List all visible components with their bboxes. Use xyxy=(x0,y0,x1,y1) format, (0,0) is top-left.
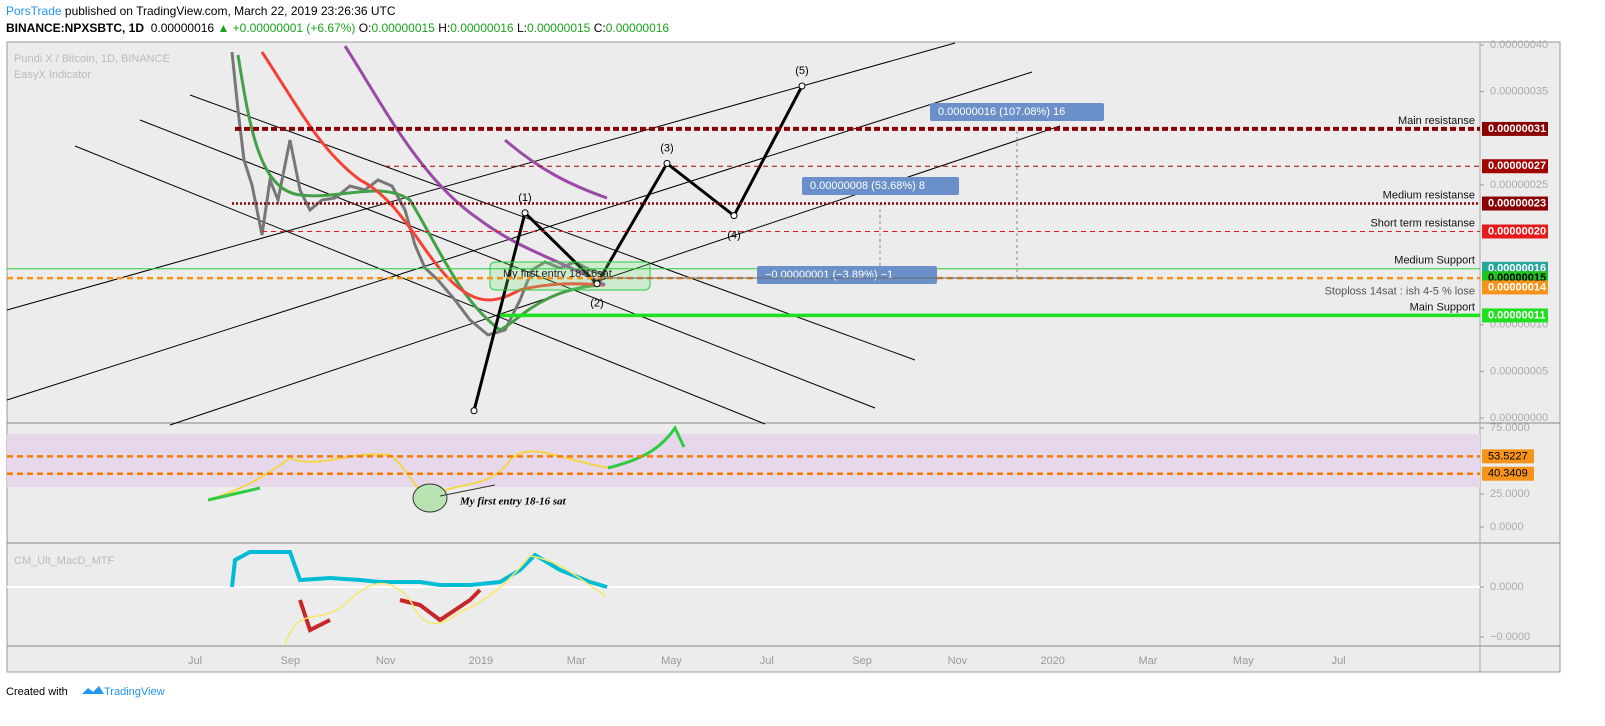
wave-point xyxy=(521,209,529,217)
c-label: C: xyxy=(593,21,606,35)
header-line-2: BINANCE:NPXSBTC, 1D 0.00000016 ▲ +0.0000… xyxy=(6,21,669,35)
level-tag-label: 0.00000011 xyxy=(1488,309,1546,321)
wave-point xyxy=(730,212,738,220)
wave-label: (3) xyxy=(660,142,673,154)
wave-point xyxy=(470,407,478,415)
x-tick-label: Mar xyxy=(567,655,586,667)
x-tick-label: 2019 xyxy=(469,655,493,667)
wave-label: (5) xyxy=(795,65,808,77)
background xyxy=(6,41,1561,673)
measure-label: −0.00000001 (−3.89%) −1 xyxy=(765,269,893,281)
symbol: BINANCE:NPXSBTC, 1D xyxy=(6,21,145,35)
level-name: Short term resistanse xyxy=(1370,217,1475,229)
ema-mid xyxy=(260,51,606,302)
rsi-highlight xyxy=(412,483,448,513)
rsi-level-tag xyxy=(1482,449,1534,464)
macd-histogram-neg xyxy=(298,588,482,633)
level-tag xyxy=(1482,308,1548,323)
measure-label: 0.00000016 (107.08%) 16 xyxy=(938,106,1065,118)
ema-fast xyxy=(236,54,601,332)
level-name: Medium resistanse xyxy=(1383,189,1475,201)
measure-box xyxy=(930,103,1104,121)
x-tick-label: Nov xyxy=(376,655,396,667)
level-name: Stoploss 14sat : ish 4-5 % lose xyxy=(1325,285,1475,297)
macd-title: CM_Ult_MacD_MTF xyxy=(14,555,115,567)
rsi-band xyxy=(7,434,1480,487)
rsi-tick-label: 25.0000 xyxy=(1490,488,1530,500)
level-tag xyxy=(1482,159,1548,174)
open: 0.00000015 xyxy=(371,21,435,35)
wave-point xyxy=(593,280,601,288)
level-name: Medium Support xyxy=(1394,255,1475,267)
price: 0.00000016 xyxy=(150,21,215,35)
rsi-annotation-arrow xyxy=(439,484,496,497)
macd-tick-label: 0.0000 xyxy=(1490,581,1524,593)
x-tick-label: 2020 xyxy=(1040,655,1064,667)
rsi-annotation: My first entry 18-16 sat xyxy=(459,496,567,508)
measure-label: 0.00000008 (53.68%) 8 xyxy=(810,180,925,192)
level-name: Main resistanse xyxy=(1398,115,1475,127)
x-tick-label: Sep xyxy=(281,655,301,667)
measure-box xyxy=(802,177,959,195)
low: 0.00000015 xyxy=(526,21,591,35)
high: 0.00000016 xyxy=(450,21,514,35)
h-label: H: xyxy=(438,21,451,35)
wave-label: (1) xyxy=(518,192,531,204)
rsi-projection xyxy=(207,424,686,502)
level-name: Main Support xyxy=(1410,301,1475,313)
rsi-level-tag xyxy=(1482,466,1534,481)
measure-box xyxy=(757,266,937,284)
header-line-1: PorsTrade published on TradingView.com, … xyxy=(6,4,396,18)
pane-subtitle: EasyX Indicator xyxy=(14,69,91,81)
price-candles xyxy=(230,51,606,337)
level-tag-label: 0.00000031 xyxy=(1488,123,1546,135)
level-tag-label: 0.00000023 xyxy=(1488,197,1546,209)
x-tick-label: Nov xyxy=(948,655,968,667)
pane-title: Pundi X / Bitcoin, 1D, BINANCE xyxy=(14,53,170,65)
x-tick-label: Jul xyxy=(1332,655,1346,667)
level-tag xyxy=(1482,224,1548,239)
macd-signal xyxy=(284,555,607,646)
x-tick-label: Jul xyxy=(188,655,202,667)
x-tick-label: May xyxy=(1233,655,1254,667)
x-tick-label: May xyxy=(661,655,682,667)
level-tag-label: 0.00000020 xyxy=(1488,225,1546,237)
author[interactable]: PorsTrade xyxy=(6,4,62,18)
wave-label: (2) xyxy=(590,298,603,310)
level-tag-label: 0.00000027 xyxy=(1488,160,1546,172)
o-label: O: xyxy=(358,21,372,35)
wave-point xyxy=(663,159,671,167)
close: 0.00000016 xyxy=(605,21,670,35)
y-tick-label: 0.00000005 xyxy=(1490,365,1548,377)
wave-point xyxy=(798,82,806,90)
l-label: L: xyxy=(516,21,527,35)
level-tag xyxy=(1482,280,1548,295)
macd-histogram xyxy=(230,550,608,589)
y-tick-label: 0.00000025 xyxy=(1490,179,1548,191)
rsi-level-label: 53.5227 xyxy=(1488,450,1528,462)
rsi-tick-label: 75.0000 xyxy=(1490,422,1530,434)
footer-logo xyxy=(82,686,104,694)
footer-text: Created with xyxy=(6,686,68,698)
y-tick-label: 0.00000040 xyxy=(1490,39,1548,51)
macd-tick-label: −0.0000 xyxy=(1490,631,1530,643)
wave-line xyxy=(472,85,804,412)
footer-brand[interactable]: TradingView xyxy=(104,686,165,698)
level-tag-label: 0.00000014 xyxy=(1488,281,1547,293)
x-tick-label: Mar xyxy=(1139,655,1158,667)
level-tag xyxy=(1482,121,1548,136)
change: ▲ +0.00000001 (+6.67%) xyxy=(217,21,356,35)
x-tick-label: Jul xyxy=(760,655,774,667)
rsi-level-label: 40.3409 xyxy=(1488,468,1528,480)
x-tick-label: Sep xyxy=(852,655,872,667)
y-tick-label: 0.00000000 xyxy=(1490,412,1548,424)
y-tick-label: 0.00000035 xyxy=(1490,86,1548,98)
level-tag xyxy=(1482,196,1548,211)
published: published on TradingView.com, March 22, … xyxy=(61,4,396,18)
wave-label: (4) xyxy=(727,230,740,242)
rsi-tick-label: 0.0000 xyxy=(1490,521,1524,533)
